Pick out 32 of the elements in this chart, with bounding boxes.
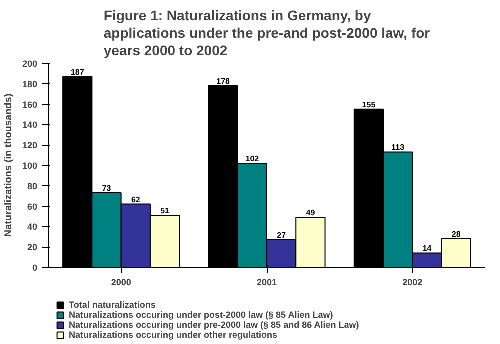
data-label: 51 bbox=[160, 206, 170, 216]
y-tick-label: 140 bbox=[22, 120, 38, 130]
y-axis-title: Naturalizations (in thousands) bbox=[3, 94, 14, 238]
legend-label: Naturalizations occuring under other regulations bbox=[69, 330, 278, 340]
x-tick-label: 2001 bbox=[256, 278, 278, 288]
data-label: 178 bbox=[216, 76, 231, 86]
y-tick-label: 0 bbox=[32, 263, 38, 273]
data-label: 73 bbox=[102, 184, 112, 194]
data-label: 27 bbox=[277, 230, 287, 240]
data-label: 113 bbox=[392, 143, 406, 152]
x-tick-label: 2000 bbox=[111, 278, 132, 288]
data-label: 155 bbox=[362, 100, 376, 110]
y-tick-label: 200 bbox=[22, 59, 38, 69]
y-tick-label: 160 bbox=[22, 100, 38, 110]
y-tick-label: 180 bbox=[22, 79, 38, 90]
y-tick-label: 80 bbox=[27, 181, 38, 192]
data-label: 14 bbox=[422, 244, 432, 254]
y-tick-label: 20 bbox=[27, 242, 38, 253]
x-tick-label: 2002 bbox=[402, 278, 423, 288]
data-label: 28 bbox=[452, 230, 462, 239]
legend-label: Naturalizations occuring under post-2000 law (§ 85 Alien Law) bbox=[69, 310, 334, 320]
chart-title: Figure 1: Naturalizations in Germany, by applications under the pre-and post-2000 law, for years 2000 to 2002 bbox=[104, 7, 431, 58]
legend-label: Total naturalizations bbox=[69, 300, 156, 310]
y-tick-label: 60 bbox=[27, 202, 38, 212]
data-label: 187 bbox=[70, 68, 85, 77]
y-tick-label: 100 bbox=[22, 161, 38, 171]
data-label: 62 bbox=[131, 195, 141, 204]
legend-label: Naturalizations occuring under pre-2000 law (§ 85 and 86 Alien Law) bbox=[69, 320, 360, 330]
data-label: 49 bbox=[306, 208, 316, 218]
y-tick-label: 120 bbox=[22, 140, 38, 151]
data-label: 102 bbox=[246, 154, 260, 164]
y-tick-label: 40 bbox=[27, 222, 38, 232]
